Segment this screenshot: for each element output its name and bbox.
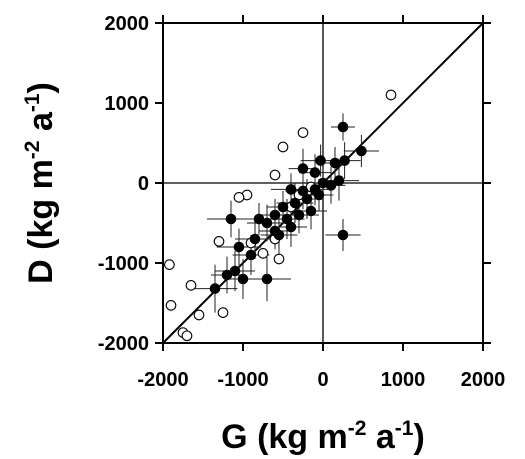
filled-data-point: [245, 249, 257, 261]
filled-data-point: [339, 155, 350, 166]
x-tick-label: -2000: [137, 369, 188, 391]
open-data-point: [257, 248, 269, 259]
open-data-point: [213, 236, 225, 247]
open-data-point: [273, 253, 285, 265]
filled-data-point: [221, 269, 233, 281]
open-data-point: [185, 280, 197, 291]
y-tick-label: 0: [138, 173, 149, 195]
tick-labels: -2000 -1000 0 1000 2000 -2000 -1000 0 1000 2000: [98, 13, 505, 391]
open-data-point: [269, 169, 281, 181]
filled-data-point: [285, 221, 297, 233]
open-data-point: [164, 259, 175, 270]
filled-data-point: [285, 184, 297, 195]
filled-data-point: [315, 155, 326, 166]
filled-data-point: [261, 273, 273, 285]
filled-data-point: [356, 145, 367, 157]
filled-data-point: [317, 177, 329, 189]
open-data-point: [385, 89, 397, 101]
x-axis-title: G (kg m-2 a-1): [221, 417, 425, 456]
x-tick-label: -1000: [217, 369, 268, 391]
y-tick-label: -1000: [98, 253, 149, 275]
open-data-point: [181, 330, 193, 342]
filled-data-point: [297, 163, 309, 174]
filled-data-point: [305, 205, 317, 217]
open-data-point: [217, 307, 229, 318]
open-data-point: [233, 192, 245, 203]
filled-data-point: [225, 213, 237, 225]
filled-data-point: [309, 167, 321, 178]
filled-data-point: [293, 209, 305, 221]
filled-data-point: [337, 121, 349, 133]
filled-data-point: [333, 175, 345, 186]
filled-data-point: [329, 157, 341, 169]
filled-data-point: [269, 209, 281, 221]
open-data-point: [297, 127, 309, 138]
x-tick-label: 0: [317, 369, 328, 391]
filled-data-point: [237, 273, 249, 285]
x-tick-label: 1000: [381, 369, 426, 391]
filled-data-point: [269, 225, 281, 237]
filled-data-point: [253, 213, 265, 225]
y-tick-label: 2000: [105, 13, 150, 35]
y-tick-label: -2000: [98, 333, 149, 355]
filled-data-point: [337, 229, 349, 241]
open-data-point: [165, 300, 177, 311]
filled-data-point: [233, 241, 245, 253]
filled-circle-series: [209, 121, 367, 294]
filled-data-point: [289, 197, 301, 209]
x-tick-label: 2000: [461, 369, 506, 391]
open-circle-series: [164, 89, 397, 342]
filled-data-point: [209, 283, 221, 294]
filled-data-point: [249, 233, 261, 245]
open-data-point: [277, 141, 289, 153]
filled-data-point: [301, 193, 313, 205]
filled-data-point: [313, 189, 325, 201]
y-tick-label: 1000: [105, 93, 150, 115]
open-data-point: [193, 309, 205, 321]
y-axis-title: D (kg m-2 a-1): [21, 82, 60, 284]
filled-data-point: [277, 201, 289, 213]
